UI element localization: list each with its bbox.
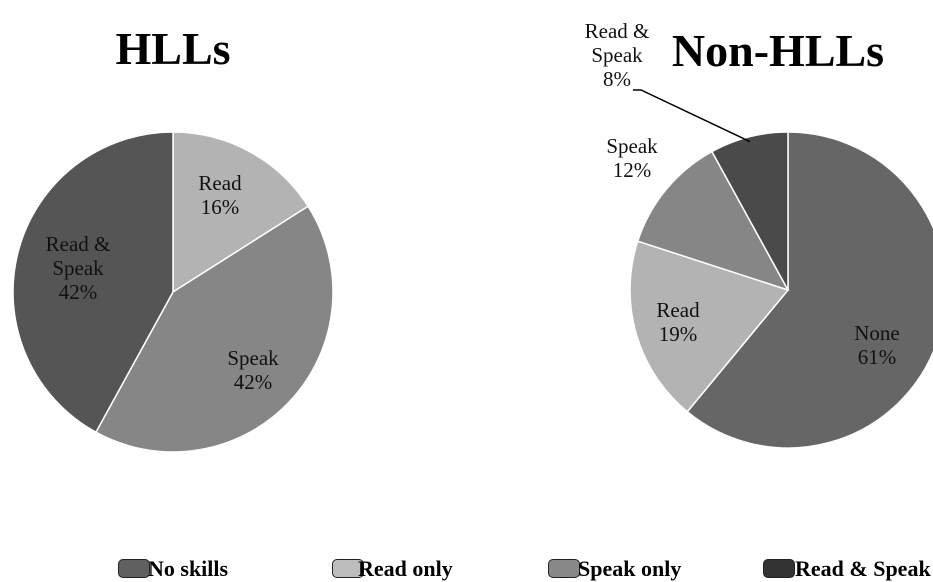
legend-label: Speak only [578,556,682,581]
slice-label: Speak 42% [213,346,293,394]
pie-slice [629,240,790,413]
legend-swatch [763,559,795,578]
legend-label: Read only [358,556,453,581]
slice-category: Speak [227,346,279,370]
legend-label: No skills [148,556,229,581]
slice-label: Speak 12% [592,134,672,182]
slice-label: Read & Speak 8% [577,19,657,91]
slice-value: 19% [658,322,698,346]
leader-line [633,89,751,143]
legend-swatch [118,559,150,578]
chart-title: Non-HLLs [671,25,885,76]
pie-slice [710,131,789,291]
legend-swatch [548,559,580,578]
legend-label: Read & Speak [795,556,931,581]
slice-category: Read [198,171,242,195]
slice-label: Read 19% [638,298,718,346]
legend-swatch [332,559,364,578]
slice-label: Read & Speak 42% [38,232,118,304]
pie-slice [172,131,310,294]
slice-value: 61% [857,345,897,369]
slice-value: 8% [603,67,631,91]
slice-value: 16% [200,195,240,219]
chart-title: HLLs [115,23,231,74]
slice-category: Speak [606,134,658,158]
slice-category: Read & Speak [584,19,650,67]
slice-category: None [854,321,900,345]
slice-value: 42% [233,370,273,394]
slice-label: None 61% [837,321,917,369]
slice-value: 12% [612,158,652,182]
pie-slice [12,131,174,434]
slice-label: Read 16% [180,171,260,219]
pie-slice [94,205,334,453]
pie-slice [686,131,933,449]
slice-category: Read [656,298,700,322]
slice-value: 42% [58,280,98,304]
slice-category: Read & Speak [45,232,111,280]
pie-slice [636,150,790,292]
